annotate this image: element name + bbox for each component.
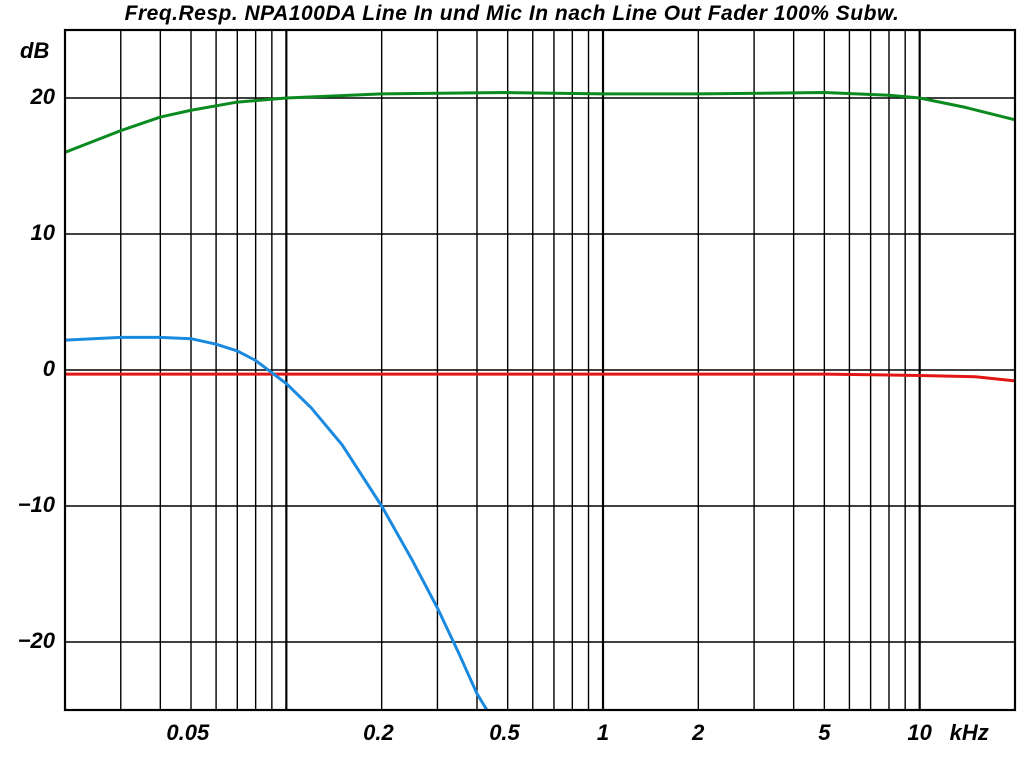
x-tick: 0.05 [166,720,209,746]
x-tick: 5 [818,720,830,746]
y-tick: 20 [31,84,55,110]
chart-svg [0,0,1024,759]
frequency-response-chart: Freq.Resp. NPA100DA Line In und Mic In n… [0,0,1024,759]
x-tick: 2 [692,720,704,746]
x-tick: 0.5 [489,720,520,746]
y-tick: 0 [43,356,55,382]
x-tick: 10 [907,720,931,746]
y-tick: −10 [18,492,55,518]
y-tick: 10 [31,220,55,246]
x-tick: 0.2 [363,720,394,746]
y-tick: −20 [18,628,55,654]
x-tick: 1 [597,720,609,746]
